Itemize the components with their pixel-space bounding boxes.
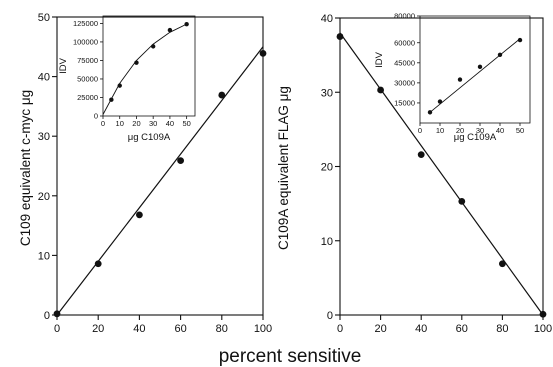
y-tick-label: 10: [38, 250, 50, 262]
x-tick-label: 80: [496, 323, 508, 335]
y-tick-label: 125000: [73, 19, 98, 28]
x-tick-label: 60: [174, 323, 186, 335]
x-tick-label: 40: [133, 323, 145, 335]
y-tick-label: 25000: [77, 93, 98, 102]
y-tick-label: 40: [321, 13, 333, 25]
x-tick-label: 100: [254, 323, 272, 335]
y-tick-label: 0: [44, 310, 50, 322]
data-point: [499, 260, 506, 268]
y-tick-label: 20: [321, 162, 333, 174]
fit-line: [339, 32, 544, 316]
y-tick-label: 30000: [394, 79, 415, 88]
plot-frame: [102, 15, 196, 117]
x-tick-label: 0: [418, 126, 422, 135]
data-point: [539, 310, 547, 318]
data-point: [177, 157, 185, 165]
plot-frame: [419, 15, 531, 124]
x-tick-label: 40: [496, 126, 504, 135]
y-tick-label: 20: [38, 191, 50, 203]
x-tick-label: 80: [216, 323, 228, 335]
x-tick-label: 40: [415, 323, 427, 335]
y-tick-label: 50000: [77, 75, 98, 84]
y-tick-label: 30: [321, 87, 333, 99]
y-axis-label: C109A equivalent FLAG μg: [276, 86, 291, 250]
y-tick-label: 80000: [394, 12, 415, 21]
inset-right: 0 10 20 30 40 50 15000 30000 45000 60000 80000 IDV μ…: [374, 12, 531, 143]
x-tick-label: 30: [149, 119, 157, 128]
data-point: [427, 110, 433, 115]
data-point: [94, 260, 102, 268]
plot-frame: [339, 17, 544, 316]
data-point: [517, 37, 523, 43]
y-tick-label: 45000: [394, 59, 415, 68]
data-point: [457, 77, 463, 82]
data-point: [336, 33, 344, 40]
x-tick-label: 50: [182, 119, 190, 128]
y-tick-label: 15000: [394, 99, 415, 108]
data-point: [218, 91, 226, 99]
x-tick-label: 20: [92, 323, 104, 335]
fit-line: [56, 46, 264, 316]
x-tick-label: 20: [374, 323, 386, 335]
y-tick-label: 0: [94, 112, 98, 121]
x-tick-label: 30: [476, 126, 484, 135]
data-point: [150, 44, 156, 49]
data-point: [458, 197, 466, 205]
data-point: [117, 83, 122, 88]
x-tick-label: 100: [534, 323, 552, 335]
x-tick-label: 50: [516, 126, 524, 135]
data-point: [477, 64, 483, 70]
data-point: [497, 52, 503, 57]
fit-curve: [102, 23, 187, 115]
data-point: [417, 151, 425, 159]
data-point: [437, 99, 443, 104]
y-tick-label: 100000: [73, 38, 98, 47]
y-tick-label: 10: [321, 236, 333, 248]
data-point: [109, 97, 114, 102]
data-point: [136, 211, 143, 219]
x-tick-label: 20: [456, 126, 464, 135]
x-axis-label: μg C109A: [128, 132, 171, 143]
data-point: [134, 60, 139, 65]
x-tick-label: 0: [337, 323, 343, 335]
y-axis-label: IDV: [58, 57, 69, 74]
y-tick-label: 75000: [77, 56, 98, 65]
data-point: [259, 49, 267, 57]
data-point: [377, 86, 384, 94]
inset-left: 0 10 20 30 40 50 0 25000 50000 75000 100000 125000 I…: [58, 15, 196, 143]
y-tick-label: 30: [38, 131, 50, 143]
x-tick-label: 20: [132, 119, 140, 128]
figure-x-axis-label: percent sensitive: [219, 346, 362, 367]
x-tick-label: 40: [166, 119, 174, 128]
y-tick-label: 40: [38, 72, 50, 84]
y-axis-label: C109 equivalent c-myc μg: [18, 90, 33, 246]
y-tick-label: 50: [38, 12, 50, 24]
fit-line: [429, 38, 521, 113]
y-tick-label: 0: [327, 310, 333, 322]
data-point: [184, 21, 189, 27]
x-axis-label: μg C109A: [454, 132, 497, 143]
x-tick-label: 0: [54, 323, 60, 335]
x-tick-label: 60: [456, 323, 468, 335]
x-tick-label: 0: [101, 119, 105, 128]
x-tick-label: 10: [436, 126, 444, 135]
y-axis-label: IDV: [374, 51, 385, 68]
y-tick-label: 60000: [394, 38, 415, 47]
x-tick-label: 10: [116, 119, 124, 128]
plot-frame: [56, 16, 264, 316]
data-point: [53, 310, 61, 318]
data-point: [167, 27, 173, 33]
